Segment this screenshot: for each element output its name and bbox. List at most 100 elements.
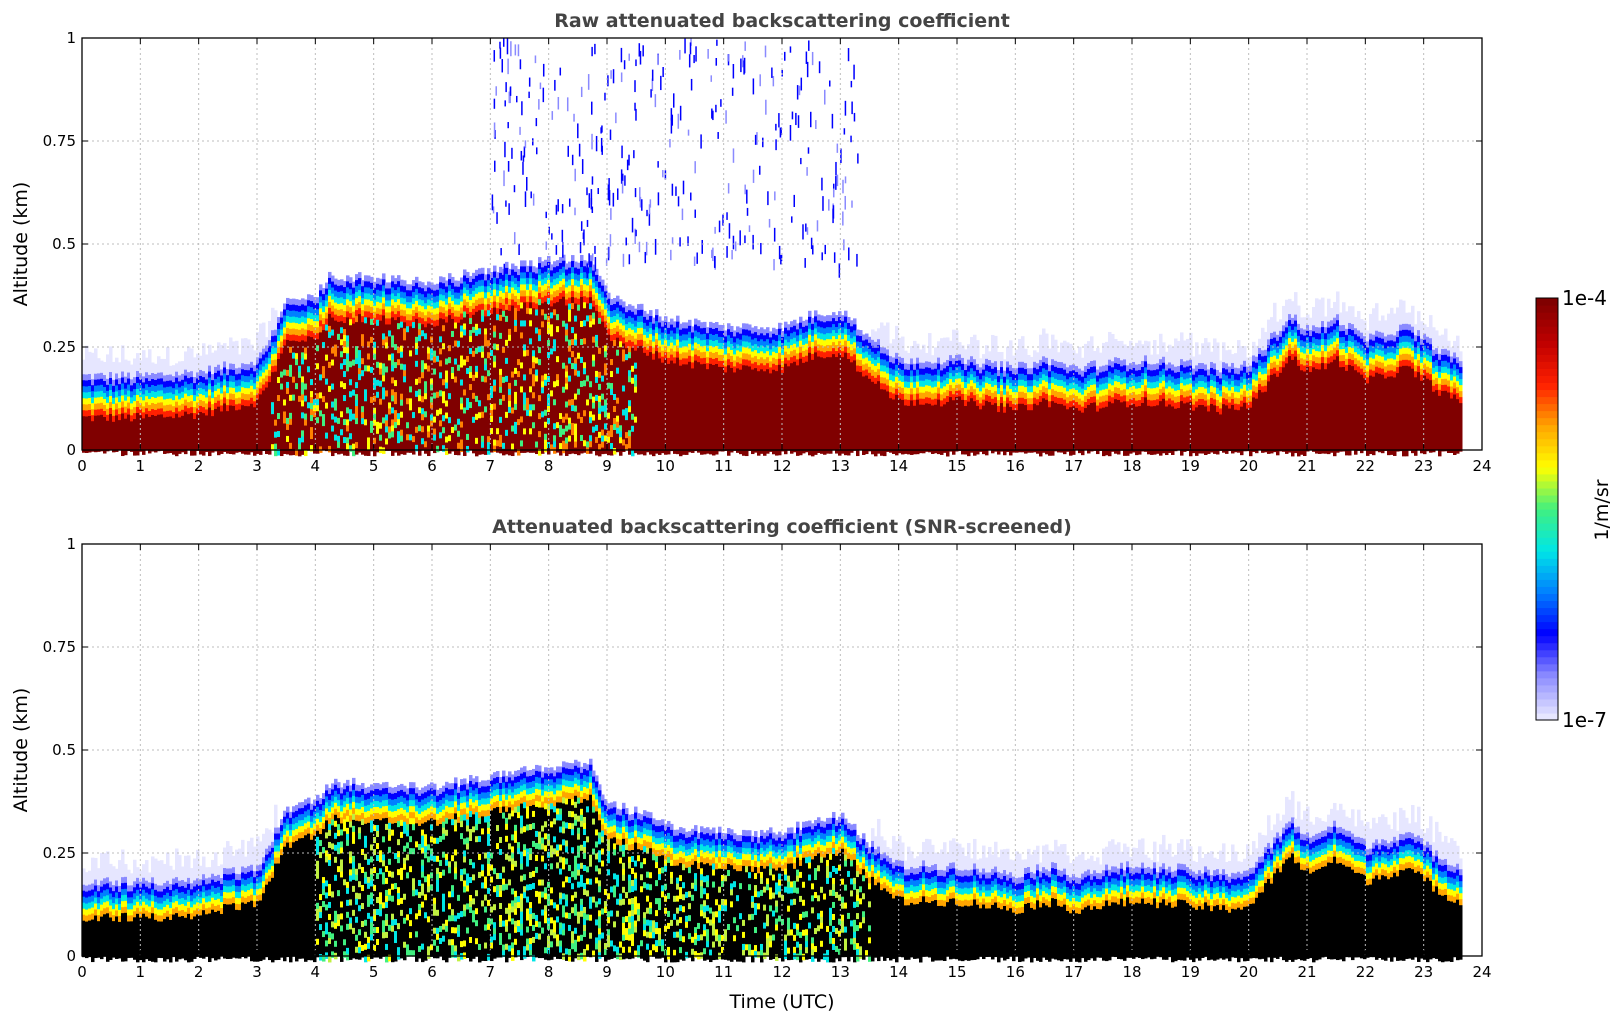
x-tick-label: 0: [77, 963, 87, 981]
x-tick-label: 18: [1122, 457, 1141, 475]
x-tick-label: 19: [1181, 457, 1200, 475]
colorbar-block: [1536, 481, 1558, 489]
x-tick-label: 1: [136, 963, 146, 981]
y-tick-label: 0: [66, 441, 76, 459]
x-tick-label: 3: [252, 457, 262, 475]
colorbar-block: [1536, 657, 1558, 665]
x-tick-label: 15: [947, 457, 966, 475]
x-tick-label: 16: [1006, 963, 1025, 981]
x-tick-label: 6: [427, 457, 437, 475]
colorbar-block: [1536, 516, 1558, 524]
x-tick-label: 8: [544, 963, 554, 981]
colorbar-block: [1536, 453, 1558, 461]
colorbar: 1e-4 1e-7 1/m/sr: [1536, 286, 1613, 732]
colorbar-block: [1536, 530, 1558, 538]
colorbar-block: [1536, 439, 1558, 447]
colorbar-block: [1536, 523, 1558, 531]
x-tick-label: 13: [831, 963, 850, 981]
colorbar-block: [1536, 713, 1558, 721]
colorbar-block: [1536, 643, 1558, 651]
colorbar-block: [1536, 706, 1558, 714]
x-tick-label: 21: [1297, 963, 1316, 981]
colorbar-block: [1536, 565, 1558, 573]
colorbar-block: [1536, 636, 1558, 644]
x-tick-label: 1: [136, 457, 146, 475]
colorbar-block: [1536, 368, 1558, 376]
x-tick-label: 12: [772, 457, 791, 475]
colorbar-block: [1536, 650, 1558, 658]
colorbar-block: [1536, 432, 1558, 440]
colorbar-block: [1536, 678, 1558, 686]
x-tick-label: 6: [427, 963, 437, 981]
colorbar-block: [1536, 319, 1558, 327]
colorbar-block: [1536, 396, 1558, 404]
x-tick-label: 14: [889, 963, 908, 981]
x-tick-label: 10: [656, 457, 675, 475]
y-tick-label: 0.5: [52, 741, 76, 759]
colorbar-block: [1536, 593, 1558, 601]
colorbar-block: [1536, 404, 1558, 412]
x-tick-label: 24: [1472, 457, 1491, 475]
x-tick-label: 11: [714, 963, 733, 981]
y-tick-label: 0.25: [43, 338, 76, 356]
x-axis-label: Time (UTC): [728, 991, 834, 1013]
colorbar-block: [1536, 685, 1558, 693]
x-tick-label: 14: [889, 457, 908, 475]
colorbar-block: [1536, 558, 1558, 566]
colorbar-block: [1536, 347, 1558, 355]
x-tick-label: 20: [1239, 963, 1258, 981]
colorbar-block: [1536, 375, 1558, 383]
x-tick-label: 13: [831, 457, 850, 475]
y-tick-label: 1: [66, 29, 76, 47]
colorbar-block: [1536, 361, 1558, 369]
colorbar-block: [1536, 615, 1558, 623]
x-tick-label: 4: [311, 457, 321, 475]
colorbar-block: [1536, 298, 1558, 306]
colorbar-block: [1536, 474, 1558, 482]
x-tick-label: 23: [1414, 457, 1433, 475]
colorbar-block: [1536, 579, 1558, 587]
colorbar-block: [1536, 664, 1558, 672]
colorbar-block: [1536, 607, 1558, 615]
colorbar-block: [1536, 502, 1558, 510]
colorbar-block: [1536, 572, 1558, 580]
y-axis-label-raw: Altitude (km): [10, 182, 32, 307]
colorbar-label: 1/m/sr: [1591, 479, 1613, 540]
colorbar-block: [1536, 544, 1558, 552]
colorbar-block: [1536, 340, 1558, 348]
x-tick-label: 7: [486, 457, 496, 475]
colorbar-block: [1536, 551, 1558, 559]
colorbar-block: [1536, 418, 1558, 426]
colorbar-block: [1536, 488, 1558, 496]
x-tick-label: 16: [1006, 457, 1025, 475]
colorbar-block: [1536, 467, 1558, 475]
x-tick-label: 10: [656, 963, 675, 981]
y-tick-label: 1: [66, 535, 76, 553]
x-tick-label: 19: [1181, 963, 1200, 981]
x-tick-label: 9: [602, 457, 612, 475]
panel-screened: Attenuated backscattering coefficient (S…: [10, 516, 1492, 1013]
x-tick-label: 22: [1356, 457, 1375, 475]
x-tick-label: 2: [194, 457, 204, 475]
x-tick-label: 20: [1239, 457, 1258, 475]
x-tick-label: 9: [602, 963, 612, 981]
colorbar-block: [1536, 425, 1558, 433]
colorbar-gradient: [1536, 298, 1558, 721]
colorbar-max-label: 1e-4: [1562, 286, 1607, 310]
x-tick-label: 24: [1472, 963, 1491, 981]
x-tick-label: 12: [772, 963, 791, 981]
colorbar-block: [1536, 537, 1558, 545]
colorbar-min-label: 1e-7: [1562, 708, 1607, 732]
x-tick-label: 4: [311, 963, 321, 981]
x-tick-label: 17: [1064, 963, 1083, 981]
x-tick-label: 0: [77, 457, 87, 475]
x-tick-label: 22: [1356, 963, 1375, 981]
colorbar-block: [1536, 629, 1558, 637]
colorbar-block: [1536, 699, 1558, 707]
colorbar-block: [1536, 671, 1558, 679]
x-tick-label: 23: [1414, 963, 1433, 981]
colorbar-block: [1536, 622, 1558, 630]
colorbar-block: [1536, 495, 1558, 503]
y-tick-label: 0.75: [43, 638, 76, 656]
